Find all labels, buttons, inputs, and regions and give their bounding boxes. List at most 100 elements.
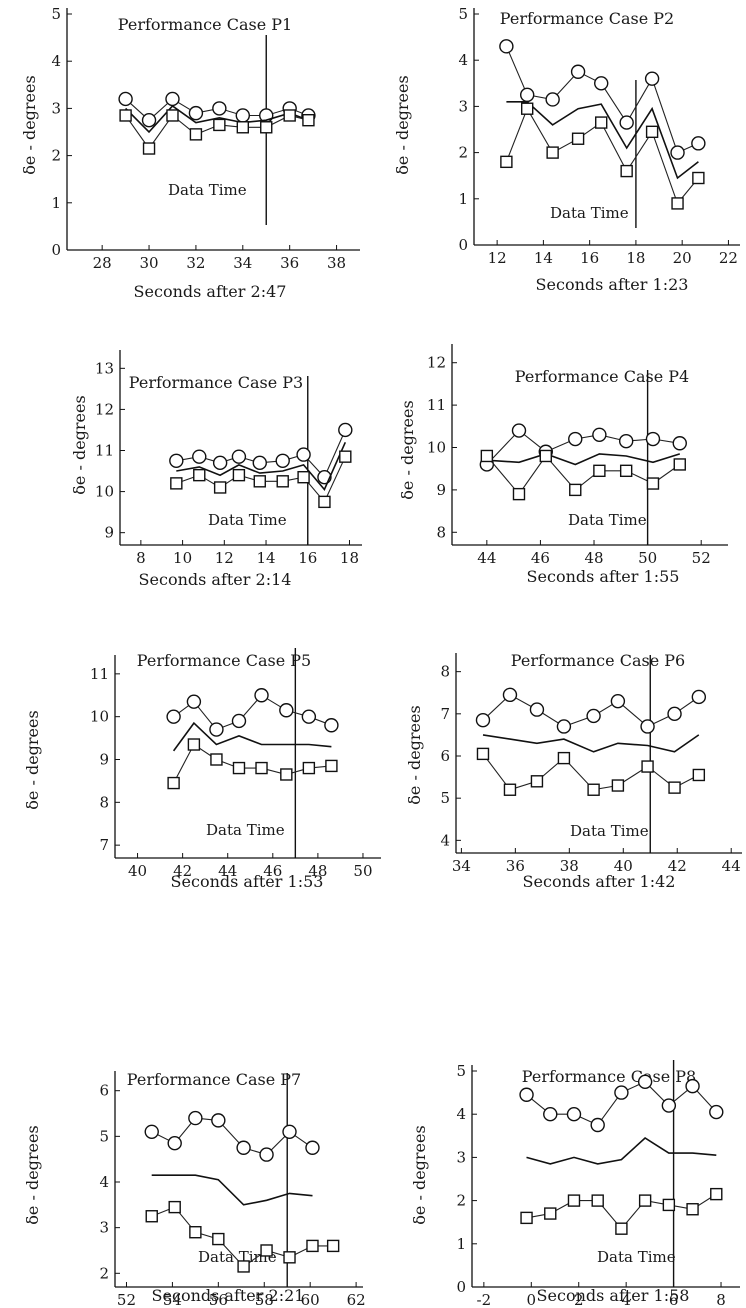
square-point: [672, 198, 683, 209]
square-point: [522, 103, 533, 114]
circle-point: [668, 707, 681, 720]
circle-point: [210, 723, 223, 736]
y-tick-label: 4: [456, 1105, 466, 1123]
y-tick-label: 4: [99, 1173, 109, 1191]
data-time-label: Data Time: [597, 1248, 676, 1266]
square-point: [261, 122, 272, 133]
y-axis-label: δe - degrees: [23, 1125, 42, 1224]
x-tick-label: 52: [117, 1291, 136, 1308]
circle-point: [595, 77, 608, 90]
square-point: [594, 465, 605, 476]
circle-point: [276, 454, 289, 467]
y-tick-label: 2: [456, 1192, 466, 1210]
x-tick-label: 22: [719, 249, 738, 267]
square-point: [326, 760, 337, 771]
y-tick-label: 9: [104, 524, 114, 542]
y-tick-label: 2: [99, 1264, 109, 1282]
x-tick-label: 34: [233, 254, 252, 272]
circle-point: [530, 703, 543, 716]
x-tick-label: 20: [673, 249, 692, 267]
square-point: [693, 173, 704, 184]
square-point: [303, 763, 314, 774]
x-tick-label: 46: [531, 549, 550, 567]
y-axis-label: δe - degrees: [398, 400, 417, 499]
panel-title: Performance Case P2: [500, 9, 674, 28]
circle-point: [280, 704, 293, 717]
square-point: [284, 1252, 295, 1263]
y-tick-label: 0: [51, 241, 61, 259]
y-tick-label: 10: [95, 483, 114, 501]
data-time-label: Data Time: [208, 511, 287, 529]
circle-point: [572, 65, 585, 78]
square-point: [545, 1208, 556, 1219]
circle-point: [520, 1088, 533, 1101]
data-time-label: Data Time: [568, 511, 647, 529]
square-point: [477, 748, 488, 759]
square-point: [190, 1227, 201, 1238]
square-point: [303, 115, 314, 126]
x-axis-label: Seconds after 1:55: [527, 567, 680, 586]
x-axis-label: Seconds after 2:47: [134, 282, 287, 301]
square-point: [284, 110, 295, 121]
square-point: [540, 450, 551, 461]
square-point: [596, 117, 607, 128]
square-point: [144, 143, 155, 154]
circle-point: [306, 1141, 319, 1154]
y-tick-label: 5: [440, 789, 450, 807]
square-point: [171, 478, 182, 489]
y-tick-label: 4: [458, 51, 468, 69]
circle-point: [302, 710, 315, 723]
square-point: [211, 754, 222, 765]
circle-point: [611, 695, 624, 708]
circle-point: [119, 92, 132, 105]
square-point: [647, 126, 658, 137]
y-tick-label: 5: [456, 1062, 466, 1080]
panel-p2: 01234512 14 16 18 20 22Performance Case P2Sec…: [393, 5, 740, 294]
square-point: [328, 1240, 339, 1251]
square-point: [669, 782, 680, 793]
y-axis-label: δe - degrees: [20, 75, 39, 174]
circle-point: [544, 1108, 557, 1121]
square-point: [547, 147, 558, 158]
circle-point: [187, 695, 200, 708]
square-point: [693, 769, 704, 780]
square-point: [238, 1261, 249, 1272]
y-tick-label: 2: [458, 144, 468, 162]
square-point: [167, 110, 178, 121]
y-tick-label: 5: [99, 1127, 109, 1145]
square-point: [194, 470, 205, 481]
circle-point: [671, 146, 684, 159]
circle-point: [166, 92, 179, 105]
x-tick-label: 18: [340, 549, 359, 567]
x-tick-label: 50: [638, 549, 657, 567]
y-tick-label: 3: [458, 97, 468, 115]
square-point: [513, 489, 524, 500]
square-point: [501, 156, 512, 167]
panel-p3: 9 10 11 12 13 8 10 12 14 16 18 Performance Case P3 S…: [70, 350, 362, 589]
y-tick-label: 1: [51, 194, 61, 212]
square-point: [168, 778, 179, 789]
y-tick-label: 2: [51, 147, 61, 165]
x-tick-label: 62: [347, 1291, 366, 1308]
panel-title: Performance Case P1: [118, 15, 292, 34]
circle-point: [662, 1099, 675, 1112]
circle-point: [212, 1114, 225, 1127]
square-point: [190, 129, 201, 140]
circle-point: [557, 720, 570, 733]
x-tick-label: 44: [477, 549, 496, 567]
circle-point: [297, 448, 310, 461]
circle-series-line: [506, 46, 698, 152]
square-point: [687, 1204, 698, 1215]
y-tick-label: 9: [99, 751, 109, 769]
square-point: [531, 776, 542, 787]
circle-point: [639, 1075, 652, 1088]
circle-point: [521, 88, 534, 101]
square-point: [642, 761, 653, 772]
circle-point: [237, 1141, 250, 1154]
square-point: [213, 1234, 224, 1245]
mean-series-line: [527, 1138, 717, 1164]
circle-point: [692, 137, 705, 150]
circle-point: [168, 1137, 181, 1150]
mean-series-line: [506, 102, 698, 178]
panel-title: Performance Case P6: [511, 651, 685, 670]
